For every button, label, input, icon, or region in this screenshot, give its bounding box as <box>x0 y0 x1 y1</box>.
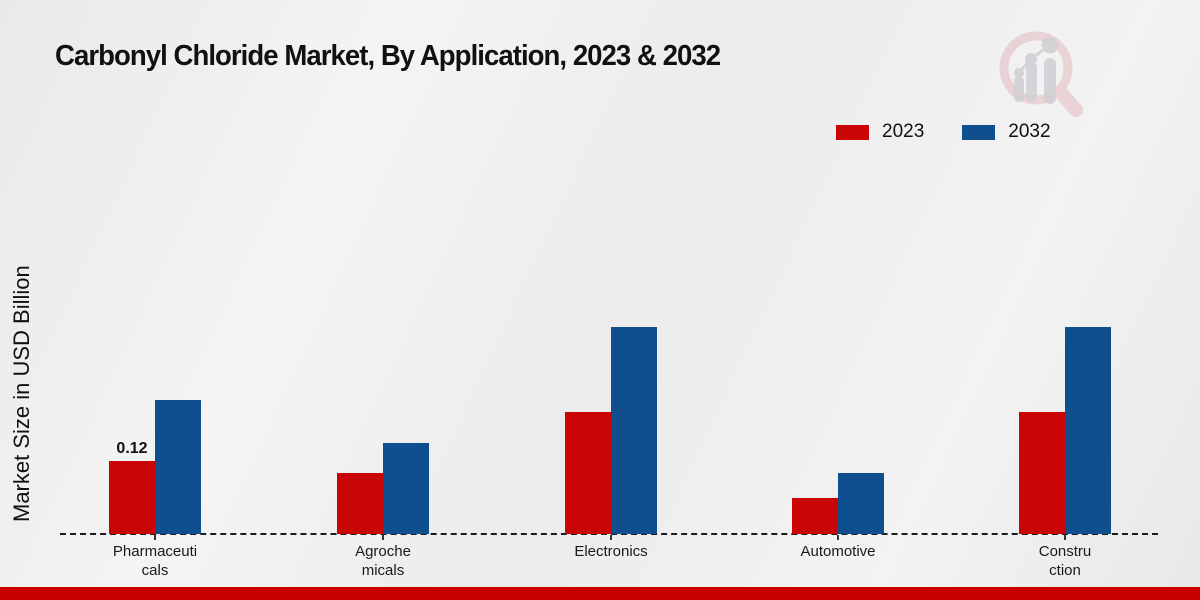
x-axis-baseline <box>60 533 1158 535</box>
bar-2023-construction <box>1019 412 1065 534</box>
bar-2032-construction <box>1065 327 1111 534</box>
legend-item-2023: 2023 <box>836 121 924 143</box>
x-axis-tick-automotive <box>837 535 839 540</box>
bar-2023-agrochemicals <box>337 473 383 534</box>
bar-value-label-2023-pharmaceuticals: 0.12 <box>116 440 148 457</box>
magnifier-bar-chart-icon <box>999 31 1083 117</box>
legend-swatch-2023 <box>836 124 869 140</box>
legend-swatch-2032 <box>962 124 996 140</box>
bar-2023-pharmaceuticals <box>109 461 155 534</box>
bar-2032-pharmaceuticals <box>155 400 201 534</box>
legend-item-2032: 2032 <box>962 121 1051 143</box>
legend-label-2023: 2023 <box>882 121 925 142</box>
x-axis-tick-electronics <box>610 535 612 540</box>
watermark-logo-icon <box>988 22 1092 132</box>
bar-2032-agrochemicals <box>383 443 429 534</box>
x-axis-tick-construction <box>1064 535 1066 540</box>
bar-2032-automotive <box>838 473 884 534</box>
bar-2023-electronics <box>565 412 611 534</box>
x-axis-tick-agrochemicals <box>382 535 384 540</box>
x-axis-category-label-automotive: Automotive <box>800 543 876 560</box>
x-axis-category-label-agrochemicals: Agroche micals <box>355 543 411 579</box>
bar-2023-automotive <box>792 498 838 534</box>
x-axis-category-label-construction: Constru ction <box>1038 543 1092 579</box>
legend: 2023 2032 <box>836 121 1051 143</box>
legend-label-2032: 2032 <box>1008 121 1051 142</box>
bar-2032-electronics <box>611 327 657 534</box>
footer-red-strip <box>0 587 1200 600</box>
x-axis-category-label-electronics: Electronics <box>574 543 648 560</box>
x-axis-category-label-pharmaceuticals: Pharmaceuti cals <box>112 543 198 579</box>
x-axis-tick-pharmaceuticals <box>154 535 156 540</box>
chart-title: Carbonyl Chloride Market, By Application… <box>55 40 721 72</box>
